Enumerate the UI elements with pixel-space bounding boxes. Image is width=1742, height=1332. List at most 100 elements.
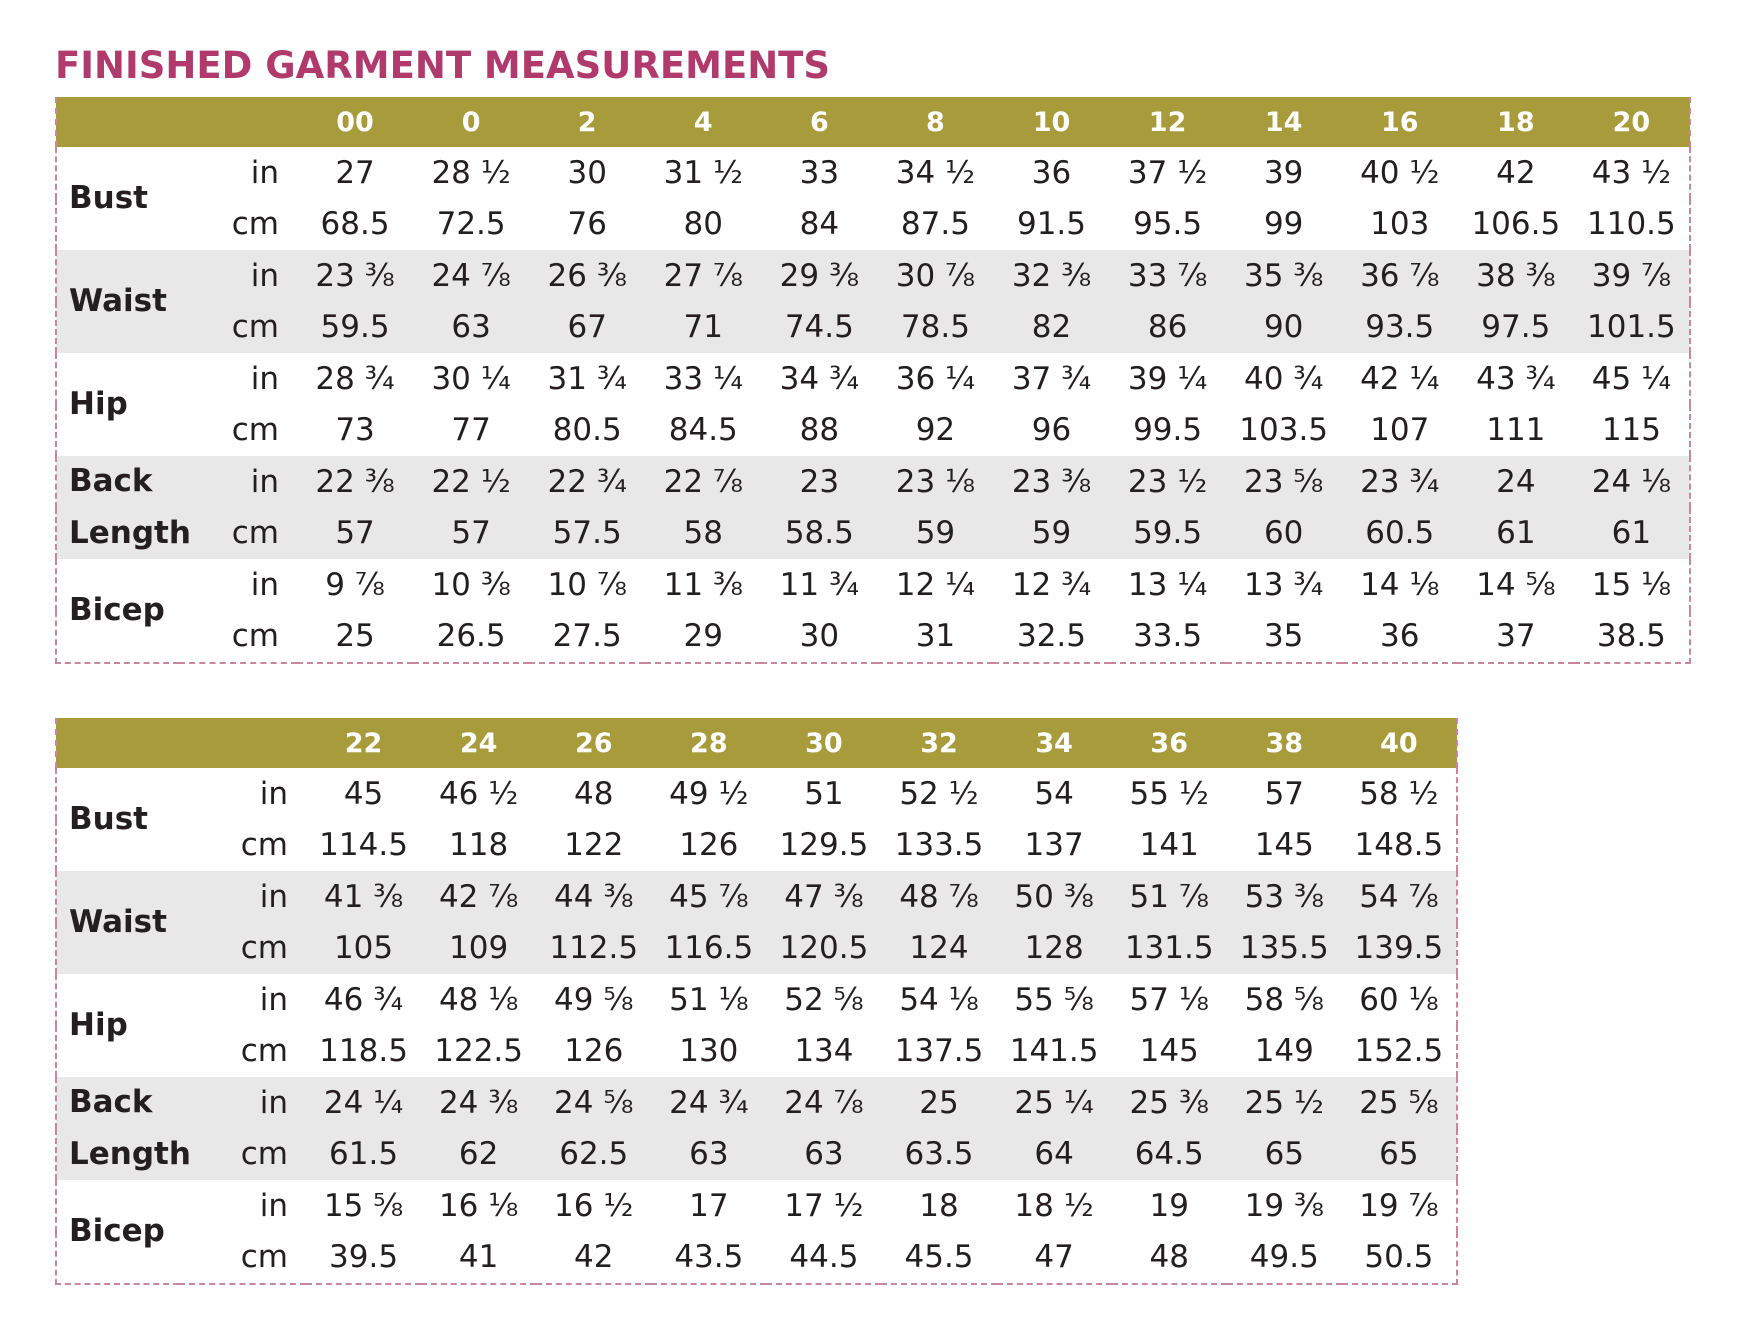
value-cell: 82 (993, 301, 1110, 353)
size-header: 20 (1573, 97, 1690, 147)
unit-label: in (250, 360, 279, 397)
table-row: Back Length in 22 ⅜ 22 ½ 22 ¾ 22 ⅞ 23 23 ⅛ 23 ⅜ 23… (56, 456, 1690, 559)
value-cell: 39 (1263, 154, 1304, 191)
value-cell: 68.5 (320, 206, 390, 243)
value-cell: 141.5 (1009, 1033, 1099, 1070)
value-cell: 78.5 (877, 301, 994, 353)
value-cell: 27 (335, 154, 375, 191)
value-cell: 54 ⅛ (899, 981, 979, 1018)
value-cell: 24 ¼ (306, 1077, 422, 1129)
value-cell: 128 (996, 922, 1112, 974)
size-header: 40 (1341, 718, 1457, 768)
value-cell: 124 (881, 922, 997, 974)
value-cell: 43 ½ (1591, 154, 1672, 191)
table-row: cm 118.5 122.5 126 130 134 137.5 141.5 145 149 152… (56, 1026, 1457, 1078)
value-cell: 45.5 (904, 1239, 974, 1276)
measurement-label: Back Length (56, 456, 191, 559)
value-cell: 65 (1226, 1128, 1342, 1180)
value-cell: 50.5 (1364, 1239, 1434, 1276)
size-header: 2 (529, 97, 646, 147)
size-header: 30 (766, 718, 882, 768)
value-cell: 29 (683, 618, 723, 655)
value-cell: 133.5 (894, 827, 984, 864)
size-header: 6 (761, 97, 878, 147)
value-cell: 25 ½ (1226, 1077, 1342, 1129)
unit-label: in (179, 871, 306, 923)
table-row: cm 68.5 72.5 76 80 84 87.5 91.5 95.5 99 103 106.5 11… (56, 199, 1690, 251)
measurement-label: Back Length (56, 1077, 191, 1180)
value-cell: 19 ⅜ (1244, 1187, 1324, 1224)
measurement-label-line: Back (69, 463, 153, 499)
unit-label: in (179, 250, 297, 302)
value-cell: 107 (1370, 412, 1430, 449)
value-cell: 71 (645, 301, 762, 353)
value-cell: 26 ⅜ (529, 250, 646, 302)
value-cell: 59.5 (1109, 507, 1226, 559)
value-cell: 97.5 (1457, 301, 1574, 353)
value-cell: 18 (919, 1187, 959, 1224)
value-cell: 43.5 (674, 1239, 744, 1276)
value-cell: 53 ⅜ (1226, 871, 1342, 923)
value-cell: 51 (804, 775, 844, 812)
value-cell: 39 ¼ (1127, 360, 1208, 397)
value-cell: 11 ¾ (779, 566, 860, 603)
value-cell: 37 ½ (1127, 154, 1208, 191)
value-cell: 42 (574, 1239, 614, 1276)
value-cell: 61 (1573, 507, 1690, 559)
value-cell: 22 ½ (413, 456, 530, 508)
value-cell: 61 (1457, 507, 1574, 559)
measurement-label: Bust (56, 147, 179, 250)
value-cell: 23 ½ (1109, 456, 1226, 508)
value-cell: 30 ⅞ (877, 250, 994, 302)
value-cell: 29 ⅜ (761, 250, 878, 302)
value-cell: 54 ⅞ (1341, 871, 1457, 923)
unit-label: in (179, 456, 297, 508)
size-header: 0 (413, 97, 530, 147)
value-cell: 26.5 (436, 618, 506, 655)
unit-label: cm (231, 206, 279, 243)
header-spacer (56, 718, 179, 768)
unit-label: in (179, 1077, 306, 1129)
value-cell: 57 (413, 507, 530, 559)
value-cell: 47 (1034, 1239, 1074, 1276)
value-cell: 38 ⅜ (1457, 250, 1574, 302)
value-cell: 52 ⅝ (784, 981, 864, 1018)
header-spacer (56, 97, 179, 147)
value-cell: 64 (996, 1128, 1112, 1180)
measurement-label: Bicep (56, 1180, 179, 1284)
value-cell: 13 ¼ (1127, 566, 1208, 603)
size-header: 22 (306, 718, 422, 768)
value-cell: 43 ¾ (1476, 360, 1556, 397)
value-cell: 58.5 (761, 507, 878, 559)
value-cell: 54 (1034, 775, 1074, 812)
value-cell: 31 (915, 618, 956, 655)
value-cell: 118.5 (319, 1033, 408, 1070)
value-cell: 57 (1264, 775, 1305, 812)
table-row: Bicep in 9 ⅞ 10 ⅜ 10 ⅞ 11 ⅜ 11 ¾ 12 ¼ 12 ¾ 13 ¼ 13… (56, 559, 1690, 628)
value-cell: 96 (1031, 412, 1072, 449)
value-cell: 99 (1263, 206, 1304, 243)
table-row: cm 114.5 118 122 126 129.5 133.5 137 141 145 148.5 (56, 820, 1457, 872)
value-cell: 60 ⅛ (1359, 981, 1439, 1018)
value-cell: 101.5 (1573, 301, 1690, 353)
value-cell: 99.5 (1133, 412, 1203, 449)
unit-label: in (250, 566, 279, 603)
measurement-group: Hip in 28 ¾ 30 ¼ 31 ¾ 33 ¼ 34 ¾ 36 ¼ 37 ¾ 39 ¼ 40 … (56, 353, 1690, 456)
value-cell: 64.5 (1111, 1128, 1227, 1180)
measurement-label: Bicep (56, 559, 179, 663)
value-cell: 87.5 (900, 206, 970, 243)
table-row: Bust in 27 28 ½ 30 31 ½ 33 34 ½ 36 37 ½ 39 40 ½ 42 43… (56, 147, 1690, 216)
measurement-label-line: Bust (69, 179, 148, 216)
value-cell: 32 ⅜ (993, 250, 1110, 302)
measurement-label-line: Hip (69, 385, 128, 422)
value-cell: 65 (1341, 1128, 1457, 1180)
value-cell: 49 ⅝ (554, 981, 634, 1018)
value-cell: 15 ⅛ (1591, 566, 1672, 603)
value-cell: 58 (645, 507, 762, 559)
value-cell: 130 (679, 1033, 739, 1070)
unit-label: in (259, 775, 288, 812)
value-cell: 45 (343, 775, 384, 812)
value-cell: 15 ⅝ (323, 1187, 404, 1224)
size-header-row: 22 24 26 28 30 32 34 36 38 40 (56, 718, 1457, 768)
value-cell: 80 (683, 206, 723, 243)
